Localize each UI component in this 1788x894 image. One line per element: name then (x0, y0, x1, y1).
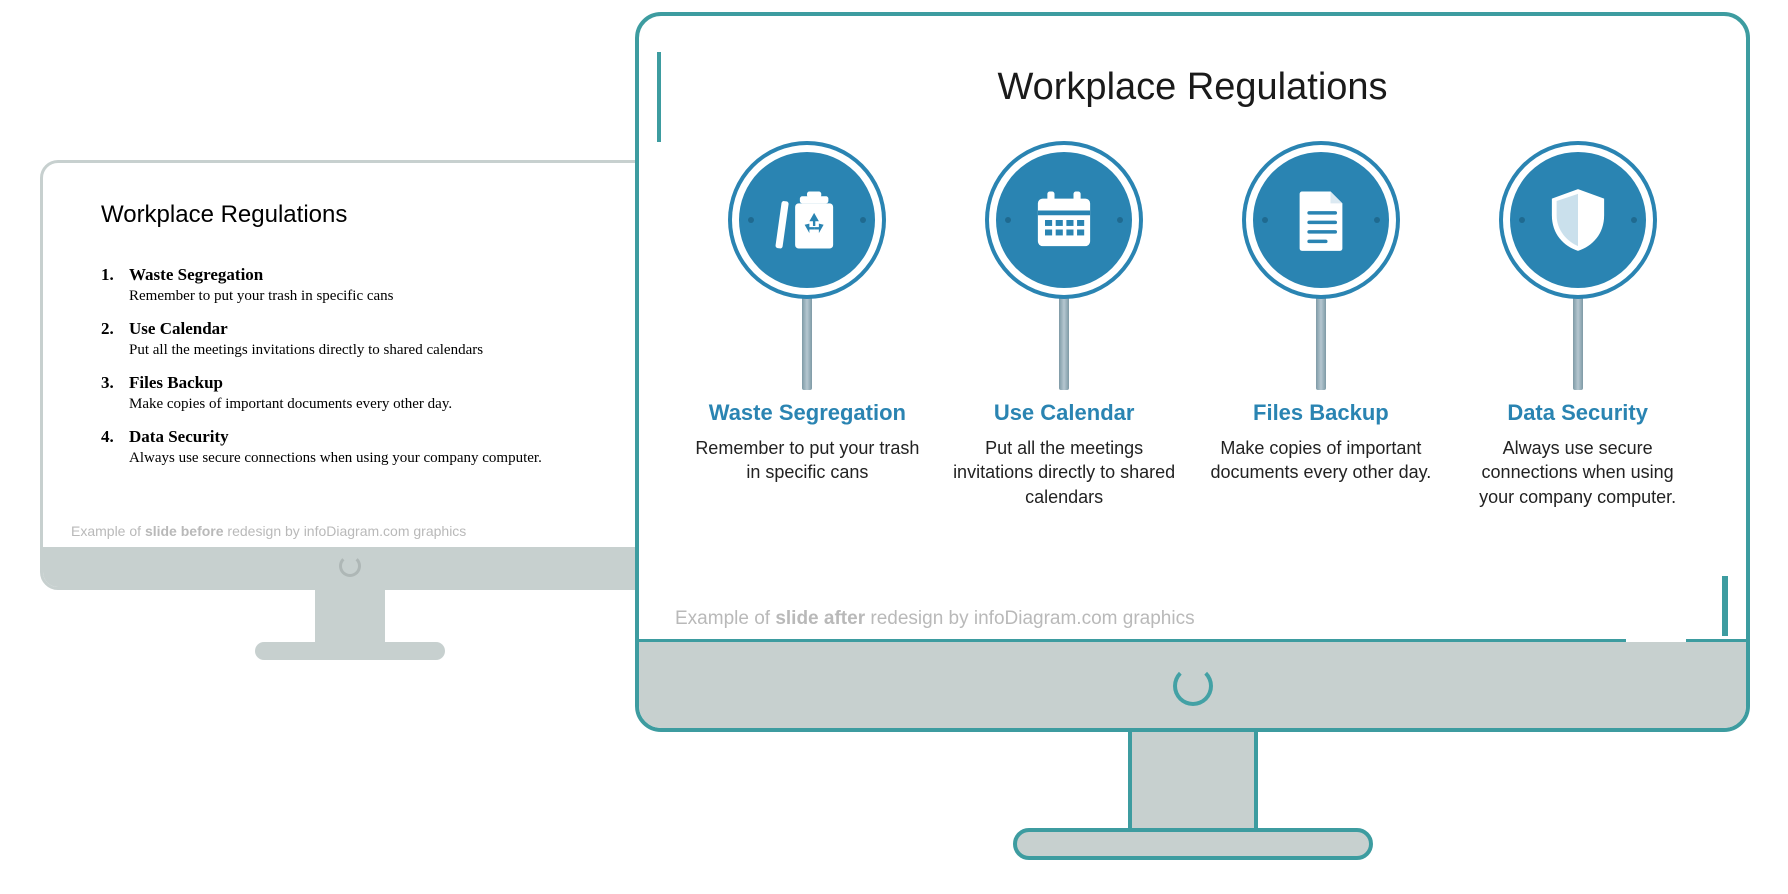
caption-prefix: Example of (675, 608, 775, 629)
list-item: Use Calendar Put all the meetings invita… (101, 319, 629, 359)
sign-pole (1059, 295, 1069, 390)
document-icon (1283, 182, 1359, 258)
caption-bold: slide before (145, 523, 224, 539)
signs-row: Waste Segregation Remember to put your t… (639, 109, 1746, 509)
stand-base (255, 642, 445, 660)
screen-before: Workplace Regulations Waste Segregation … (40, 160, 660, 590)
screen-after: Workplace Regulations (635, 12, 1750, 732)
sign-plate (1246, 145, 1396, 295)
caption-after: Example of slide after redesign by infoD… (675, 608, 1195, 630)
sign-waste-segregation: Waste Segregation Remember to put your t… (692, 145, 922, 509)
sign-desc: Make copies of important documents every… (1206, 436, 1436, 485)
caption-before: Example of slide before redesign by info… (71, 523, 629, 539)
item-title: Data Security (129, 427, 629, 447)
sign-files-backup: Files Backup Make copies of important do… (1206, 145, 1436, 509)
item-desc: Always use secure connections when using… (129, 450, 629, 467)
sign-title: Files Backup (1253, 400, 1389, 426)
item-desc: Remember to put your trash in specific c… (129, 288, 629, 305)
caption-suffix: redesign by infoDiagram.com graphics (865, 608, 1195, 629)
monitor-before: Workplace Regulations Waste Segregation … (40, 160, 660, 660)
sign-pole (802, 295, 812, 390)
item-title: Waste Segregation (129, 265, 629, 285)
monitor-after: Workplace Regulations (635, 12, 1750, 860)
slide-title-after: Workplace Regulations (639, 66, 1746, 109)
loading-spinner-icon (1173, 666, 1213, 706)
item-title: Files Backup (129, 373, 629, 393)
recycle-bin-icon (769, 182, 845, 258)
sign-title: Waste Segregation (709, 400, 906, 426)
stand-neck (315, 590, 385, 642)
shield-icon (1540, 182, 1616, 258)
sign-title: Use Calendar (994, 400, 1135, 426)
sign-plate (989, 145, 1139, 295)
slide-title-before: Workplace Regulations (101, 201, 629, 229)
stand-base (1013, 828, 1373, 860)
stand-neck (1128, 732, 1258, 832)
sign-title: Data Security (1507, 400, 1648, 426)
list-item: Waste Segregation Remember to put your t… (101, 265, 629, 305)
sign-desc: Always use secure connections when using… (1463, 436, 1693, 509)
sign-plate (1503, 145, 1653, 295)
calendar-icon (1026, 182, 1102, 258)
caption-prefix: Example of (71, 523, 145, 539)
caption-suffix: redesign by infoDiagram.com graphics (224, 523, 467, 539)
item-desc: Put all the meetings invitations directl… (129, 342, 629, 359)
sign-data-security: Data Security Always use secure connecti… (1463, 145, 1693, 509)
sign-pole (1573, 295, 1583, 390)
list-item: Data Security Always use secure connecti… (101, 427, 629, 467)
sign-use-calendar: Use Calendar Put all the meetings invita… (949, 145, 1179, 509)
caption-bold: slide after (775, 608, 865, 629)
loading-spinner-icon (339, 555, 361, 577)
sign-pole (1316, 295, 1326, 390)
sign-plate (732, 145, 882, 295)
item-desc: Make copies of important documents every… (129, 396, 629, 413)
bottom-ornament (1722, 576, 1728, 636)
item-title: Use Calendar (129, 319, 629, 339)
sign-desc: Put all the meetings invitations directl… (949, 436, 1179, 509)
sign-desc: Remember to put your trash in specific c… (692, 436, 922, 485)
regulations-list-before: Waste Segregation Remember to put your t… (101, 265, 629, 467)
list-item: Files Backup Make copies of important do… (101, 373, 629, 413)
title-ornament (653, 52, 665, 142)
